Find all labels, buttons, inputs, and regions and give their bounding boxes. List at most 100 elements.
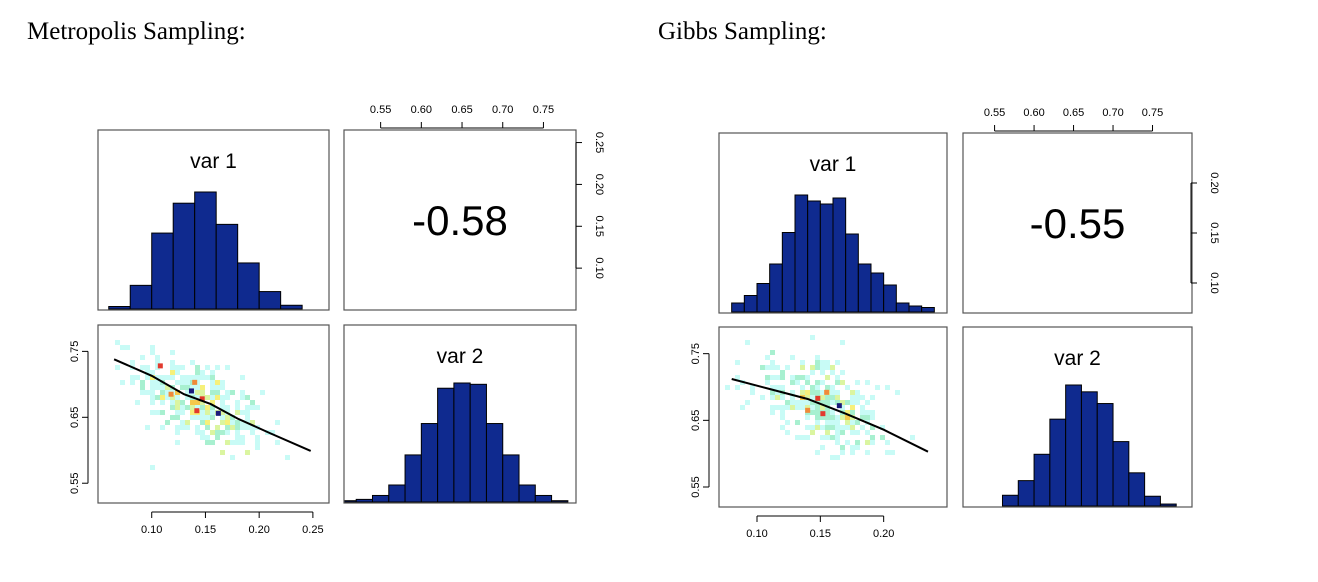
metropolis-density-cell: [215, 395, 220, 400]
metropolis-density-cell: [195, 405, 200, 410]
gibbs-top-axis-tick-label: 0.60: [1023, 107, 1044, 119]
metropolis-density-cell: [130, 360, 135, 365]
gibbs-density-cell: [785, 400, 790, 405]
gibbs-var2-hist-bar: [1159, 503, 1177, 507]
metropolis-density-cell: [175, 405, 180, 410]
metropolis-title: Metropolis Sampling:: [27, 18, 246, 45]
gibbs-density-cell: [810, 410, 815, 415]
gibbs-density-cell: [800, 435, 805, 440]
metropolis-density-cell: [210, 375, 215, 380]
gibbs-var2-hist-bar: [1112, 441, 1130, 507]
metropolis-density-cell: [205, 420, 210, 425]
metropolis-var2-hist-bar: [453, 382, 471, 503]
metropolis-density-cell: [275, 420, 280, 425]
metropolis-density-cell: [180, 405, 185, 410]
gibbs-density-cell: [830, 420, 835, 425]
metropolis-density-cell: [130, 380, 135, 385]
metropolis-density-cell: [145, 365, 150, 370]
gibbs-density-cell: [795, 420, 800, 425]
metropolis-density-cell: [170, 375, 175, 380]
gibbs-correlation-panel: [962, 132, 1193, 314]
metropolis-density-cell: [155, 380, 160, 385]
metropolis-density-cell: [155, 385, 160, 390]
metropolis-density-cell: [210, 380, 215, 385]
metropolis-density-cell: [125, 345, 130, 350]
gibbs-density-cell: [815, 360, 820, 365]
metropolis-var2-hist-bar: [518, 484, 536, 503]
metropolis-density-cell: [180, 385, 185, 390]
gibbs-density-cell: [800, 365, 805, 370]
gibbs-bottom-axis-tick-label: 0.15: [810, 528, 831, 540]
metropolis-density-cell: [215, 380, 220, 385]
gibbs-right-axis-tick-label: 0.20: [1208, 172, 1220, 193]
gibbs-density-cell: [830, 415, 835, 420]
gibbs-density-cell: [835, 395, 840, 400]
gibbs-var2-hist-bar: [1144, 495, 1161, 507]
metropolis-density-cell: [220, 380, 225, 385]
gibbs-var1-hist-bar: [819, 203, 834, 313]
metropolis-density-cell: [200, 435, 205, 440]
gibbs-density-cell: [820, 390, 825, 395]
metropolis-density-cell: [175, 365, 180, 370]
gibbs-density-cell: [810, 335, 815, 340]
metropolis-density-cell: [205, 375, 210, 380]
gibbs-density-cell: [790, 400, 795, 405]
gibbs-density-cell: [865, 450, 870, 455]
gibbs-density-cell: [815, 410, 820, 415]
gibbs-density-cell: [825, 385, 830, 390]
gibbs-left-axis-tick-label: 0.75: [690, 343, 702, 364]
gibbs-var2-hist-bar: [1128, 472, 1146, 507]
metropolis-density-cell: [175, 395, 180, 400]
metropolis-density-cell: [185, 375, 190, 380]
metropolis-density-cell: [180, 380, 185, 385]
metropolis-density-cell: [230, 440, 235, 445]
metropolis-density-cell: [235, 425, 240, 430]
gibbs-density-cell: [825, 360, 830, 365]
gibbs-density-cell: [850, 425, 855, 430]
gibbs-var1-hist-bar: [845, 233, 859, 313]
metropolis-density-hotspot: [194, 408, 200, 414]
gibbs-density-cell: [845, 440, 850, 445]
metropolis-density-cell: [135, 400, 140, 405]
metropolis-var2-hist-bar: [485, 423, 504, 503]
metropolis-density-cell: [185, 385, 190, 390]
metropolis-density-cell: [235, 435, 240, 440]
metropolis-density-cell: [150, 410, 155, 415]
metropolis-density-cell: [150, 380, 155, 385]
metropolis-density-cell: [155, 395, 160, 400]
gibbs-density-cell: [765, 355, 770, 360]
metropolis-density-cell: [215, 390, 220, 395]
gibbs-density-cell: [830, 365, 835, 370]
metropolis-density-cell: [220, 415, 225, 420]
metropolis-density-cell: [260, 390, 265, 395]
gibbs-density-cell: [860, 415, 865, 420]
gibbs-density-cell: [780, 425, 785, 430]
gibbs-var2-hist-bar: [1080, 391, 1098, 507]
gibbs-var2-hist-bar: [1049, 418, 1067, 507]
metropolis-bottom-axis-tick-label: 0.10: [141, 524, 162, 536]
metropolis-density-cell: [225, 415, 230, 420]
gibbs-density-cell: [855, 430, 860, 435]
gibbs-density-cell: [820, 425, 825, 430]
gibbs-density-cell: [780, 410, 785, 415]
gibbs-var1-hist-bar: [794, 194, 809, 313]
metropolis-density-cell: [130, 375, 135, 380]
gibbs-density-cell: [820, 405, 825, 410]
metropolis-density-cell: [195, 390, 200, 395]
metropolis-density-cell: [180, 375, 185, 380]
metropolis-density-cell: [175, 430, 180, 435]
metropolis-density-cell: [170, 405, 175, 410]
metropolis-density-cell: [115, 365, 120, 370]
gibbs-density-cell: [745, 340, 750, 345]
gibbs-density-cell: [805, 425, 810, 430]
gibbs-density-cell: [780, 370, 785, 375]
metropolis-density-hotspot: [157, 363, 163, 369]
metropolis-top-axis-tick-label: 0.65: [451, 104, 472, 116]
metropolis-right-axis-tick-label: 0.25: [593, 132, 605, 153]
gibbs-density-cell: [835, 415, 840, 420]
metropolis-density-cell: [165, 375, 170, 380]
metropolis-density-cell: [215, 435, 220, 440]
metropolis-density-cell: [215, 365, 220, 370]
gibbs-density-cell: [840, 445, 845, 450]
